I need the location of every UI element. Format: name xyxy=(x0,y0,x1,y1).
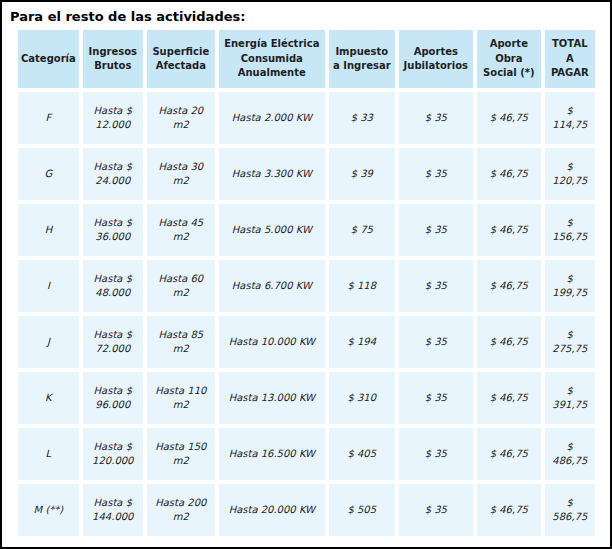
cell-impuesto: $ 118 xyxy=(329,260,395,312)
cell-categoria: G xyxy=(18,148,79,200)
cell-obra-social: $ 46,75 xyxy=(477,428,541,480)
table-header-row: Categoría Ingresos Brutos Superficie Afe… xyxy=(18,30,595,88)
cell-obra-social: $ 46,75 xyxy=(477,204,541,256)
cell-aportes-jubilatorios: $ 35 xyxy=(399,316,473,368)
table-row-k: K Hasta $ 96.000 Hasta 110 m2 Hasta 13.0… xyxy=(18,372,595,424)
cell-energia: Hasta 6.700 KW xyxy=(219,260,325,312)
table-row-l: L Hasta $ 120.000 Hasta 150 m2 Hasta 16.… xyxy=(18,428,595,480)
cell-superficie: Hasta 60 m2 xyxy=(147,260,215,312)
cell-impuesto: $ 75 xyxy=(329,204,395,256)
cell-superficie: Hasta 30 m2 xyxy=(147,148,215,200)
cell-ingresos-brutos: Hasta $ 24.000 xyxy=(83,148,143,200)
table-row-i: I Hasta $ 48.000 Hasta 60 m2 Hasta 6.700… xyxy=(18,260,595,312)
cell-obra-social: $ 46,75 xyxy=(477,484,541,536)
cell-total: $ 120,75 xyxy=(545,148,595,200)
cell-impuesto: $ 405 xyxy=(329,428,395,480)
cell-total: $ 199,75 xyxy=(545,260,595,312)
column-header-aportes-jubilatorios: Aportes Jubilatorios xyxy=(399,30,473,88)
cell-ingresos-brutos: Hasta $ 144.000 xyxy=(83,484,143,536)
cell-aportes-jubilatorios: $ 35 xyxy=(399,372,473,424)
cell-superficie: Hasta 200 m2 xyxy=(147,484,215,536)
column-header-impuesto-a-ingresar: Impuesto a Ingresar xyxy=(329,30,395,88)
column-header-superficie-afectada: Superficie Afectada xyxy=(147,30,215,88)
cell-total: $ 586,75 xyxy=(545,484,595,536)
cell-categoria: K xyxy=(18,372,79,424)
page-frame: Para el resto de las actividades: Catego… xyxy=(0,0,612,549)
cell-aportes-jubilatorios: $ 35 xyxy=(399,484,473,536)
cell-impuesto: $ 194 xyxy=(329,316,395,368)
cell-energia: Hasta 3.300 KW xyxy=(219,148,325,200)
cell-obra-social: $ 46,75 xyxy=(477,372,541,424)
cell-energia: Hasta 10.000 KW xyxy=(219,316,325,368)
cell-aportes-jubilatorios: $ 35 xyxy=(399,428,473,480)
cell-impuesto: $ 505 xyxy=(329,484,395,536)
cell-aportes-jubilatorios: $ 35 xyxy=(399,260,473,312)
cell-ingresos-brutos: Hasta $ 96.000 xyxy=(83,372,143,424)
column-header-categoria: Categoría xyxy=(18,30,79,88)
cell-impuesto: $ 310 xyxy=(329,372,395,424)
page-title: Para el resto de las actividades: xyxy=(10,9,610,24)
table-row-j: J Hasta $ 72.000 Hasta 85 m2 Hasta 10.00… xyxy=(18,316,595,368)
cell-aportes-jubilatorios: $ 35 xyxy=(399,204,473,256)
column-header-ingresos-brutos: Ingresos Brutos xyxy=(83,30,143,88)
cell-categoria: M (**) xyxy=(18,484,79,536)
column-header-energia-electrica: Energía Eléctrica Consumida Anualmente xyxy=(219,30,325,88)
cell-energia: Hasta 2.000 KW xyxy=(219,92,325,144)
cell-superficie: Hasta 20 m2 xyxy=(147,92,215,144)
cell-obra-social: $ 46,75 xyxy=(477,92,541,144)
cell-energia: Hasta 13.000 KW xyxy=(219,372,325,424)
cell-aportes-jubilatorios: $ 35 xyxy=(399,148,473,200)
rates-table: Categoría Ingresos Brutos Superficie Afe… xyxy=(14,26,599,540)
cell-categoria: I xyxy=(18,260,79,312)
cell-aportes-jubilatorios: $ 35 xyxy=(399,92,473,144)
cell-superficie: Hasta 45 m2 xyxy=(147,204,215,256)
cell-ingresos-brutos: Hasta $ 36.000 xyxy=(83,204,143,256)
cell-ingresos-brutos: Hasta $ 48.000 xyxy=(83,260,143,312)
cell-energia: Hasta 16.500 KW xyxy=(219,428,325,480)
cell-categoria: L xyxy=(18,428,79,480)
cell-total: $ 156,75 xyxy=(545,204,595,256)
cell-total: $ 114,75 xyxy=(545,92,595,144)
table-row-m: M (**) Hasta $ 144.000 Hasta 200 m2 Hast… xyxy=(18,484,595,536)
cell-ingresos-brutos: Hasta $ 12.000 xyxy=(83,92,143,144)
cell-ingresos-brutos: Hasta $ 120.000 xyxy=(83,428,143,480)
cell-total: $ 275,75 xyxy=(545,316,595,368)
cell-categoria: H xyxy=(18,204,79,256)
cell-obra-social: $ 46,75 xyxy=(477,260,541,312)
cell-categoria: F xyxy=(18,92,79,144)
cell-superficie: Hasta 110 m2 xyxy=(147,372,215,424)
cell-superficie: Hasta 85 m2 xyxy=(147,316,215,368)
table-row-h: H Hasta $ 36.000 Hasta 45 m2 Hasta 5.000… xyxy=(18,204,595,256)
cell-total: $ 486,75 xyxy=(545,428,595,480)
cell-ingresos-brutos: Hasta $ 72.000 xyxy=(83,316,143,368)
cell-impuesto: $ 39 xyxy=(329,148,395,200)
cell-superficie: Hasta 150 m2 xyxy=(147,428,215,480)
cell-energia: Hasta 20.000 KW xyxy=(219,484,325,536)
table-row-f: F Hasta $ 12.000 Hasta 20 m2 Hasta 2.000… xyxy=(18,92,595,144)
cell-categoria: J xyxy=(18,316,79,368)
table-row-g: G Hasta $ 24.000 Hasta 30 m2 Hasta 3.300… xyxy=(18,148,595,200)
cell-impuesto: $ 33 xyxy=(329,92,395,144)
column-header-aporte-obra-social: Aporte Obra Social (*) xyxy=(477,30,541,88)
cell-energia: Hasta 5.000 KW xyxy=(219,204,325,256)
cell-total: $ 391,75 xyxy=(545,372,595,424)
cell-obra-social: $ 46,75 xyxy=(477,316,541,368)
column-header-total-a-pagar: TOTAL A PAGAR xyxy=(545,30,595,88)
cell-obra-social: $ 46,75 xyxy=(477,148,541,200)
